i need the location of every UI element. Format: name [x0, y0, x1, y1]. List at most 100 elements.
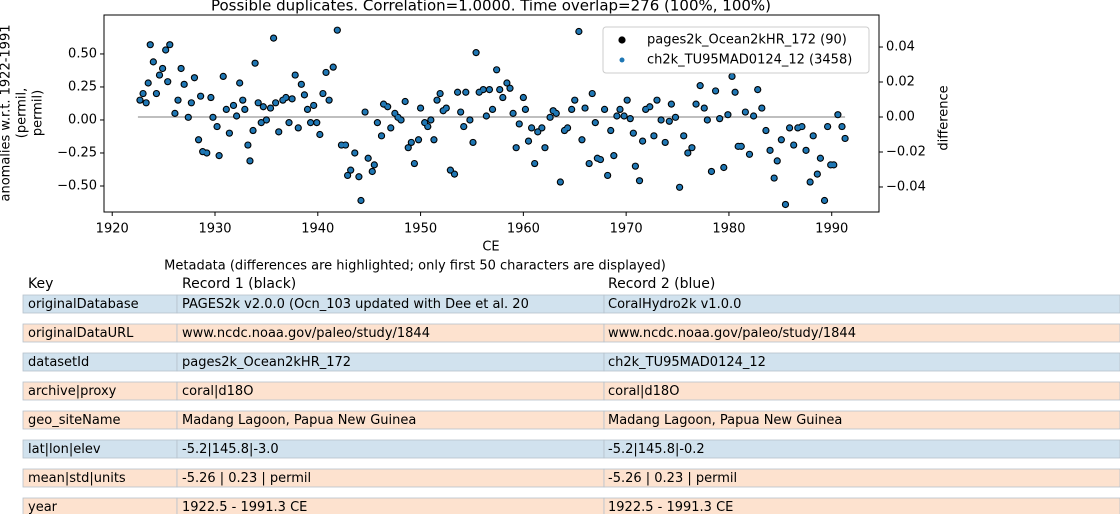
table-cell-text: Madang Lagoon, Papua New Guinea — [608, 413, 842, 428]
data-point — [314, 120, 320, 126]
data-point — [431, 137, 437, 143]
data-point — [473, 50, 479, 56]
data-point — [589, 91, 595, 97]
data-point — [738, 143, 744, 149]
data-point — [835, 112, 841, 118]
data-point — [242, 106, 248, 112]
data-point — [842, 135, 848, 141]
table-cell-text: mean|std|units — [28, 471, 126, 486]
y2-axis-label: difference — [937, 85, 952, 150]
data-point — [334, 27, 340, 33]
data-point — [434, 97, 440, 103]
y-tick-label: −0.25 — [57, 145, 97, 160]
data-point — [181, 81, 187, 87]
table-cell — [603, 468, 1120, 488]
data-point — [526, 138, 532, 144]
data-point — [247, 158, 253, 164]
data-point — [565, 125, 571, 131]
legend-label: pages2k_Ocean2kHR_172 (90) — [647, 33, 847, 48]
data-point — [654, 97, 660, 103]
data-point — [381, 101, 387, 107]
data-point — [486, 87, 492, 93]
data-point — [774, 158, 780, 164]
x-tick-label: 1970 — [610, 222, 643, 237]
data-point — [358, 198, 364, 204]
data-point — [643, 106, 649, 112]
chart-title: Possible duplicates. Correlation=1.0000.… — [211, 0, 771, 15]
table-cell-text: 1922.5 - 1991.3 CE — [182, 500, 307, 514]
data-point — [510, 110, 516, 116]
data-point — [237, 80, 243, 86]
data-point — [345, 172, 351, 178]
data-point — [787, 125, 793, 131]
data-point — [522, 106, 528, 112]
data-point — [617, 106, 623, 112]
data-point — [263, 117, 269, 123]
data-point — [608, 128, 614, 134]
data-point — [369, 168, 375, 174]
y2-tick-label: −0.04 — [886, 179, 926, 194]
data-point — [451, 171, 457, 177]
data-point — [825, 124, 831, 130]
data-point — [592, 120, 598, 126]
data-point — [759, 105, 765, 111]
data-point — [330, 64, 336, 70]
data-point — [392, 110, 398, 116]
data-point — [305, 106, 311, 112]
data-point — [188, 100, 194, 106]
data-point — [172, 110, 178, 116]
data-point — [658, 117, 664, 123]
data-point — [163, 47, 169, 53]
data-point — [405, 145, 411, 151]
data-point — [732, 89, 738, 95]
data-point — [145, 80, 151, 86]
data-point — [343, 142, 349, 148]
data-point — [791, 142, 797, 148]
data-point — [640, 138, 646, 144]
table-cell — [603, 439, 1120, 459]
data-point — [352, 150, 358, 156]
data-point — [374, 120, 380, 126]
table-cell-text: pages2k_Ocean2kHR_172 — [182, 355, 351, 370]
y-tick-label: −0.50 — [57, 178, 97, 193]
data-point — [817, 155, 823, 161]
table-cell-text: -5.26 | 0.23 | permil — [182, 471, 311, 486]
data-point — [178, 65, 184, 71]
x-tick-label: 1950 — [404, 222, 437, 237]
data-point — [416, 137, 422, 143]
data-point — [455, 89, 461, 95]
table-cell-text: lat|lon|elev — [28, 442, 101, 457]
data-point — [839, 124, 845, 130]
data-point — [553, 110, 559, 116]
data-point — [276, 129, 282, 135]
data-point — [463, 89, 469, 95]
data-point — [443, 105, 449, 111]
table-cell-text: year — [28, 500, 58, 514]
x-tick-label: 1940 — [301, 222, 334, 237]
table-cell-text: coral|d18O — [608, 384, 679, 399]
table-cell-text: www.ncdc.noaa.gov/paleo/study/1844 — [608, 326, 856, 341]
data-point — [586, 161, 592, 167]
data-point — [198, 93, 204, 99]
data-point — [140, 91, 146, 97]
data-point — [497, 87, 503, 93]
table-cell — [603, 352, 1120, 372]
data-point — [268, 105, 274, 111]
data-point — [677, 184, 683, 190]
data-point — [467, 117, 473, 123]
data-point — [385, 104, 391, 110]
data-point — [630, 130, 636, 136]
data-point — [398, 117, 404, 123]
data-point — [662, 139, 668, 145]
table-caption: Metadata (differences are highlighted; o… — [164, 259, 666, 274]
table-cell — [603, 294, 1120, 314]
table-cell-text: geo_siteName — [28, 413, 121, 428]
data-point — [795, 125, 801, 131]
x-axis-label: CE — [482, 240, 499, 255]
data-point — [200, 149, 206, 155]
data-point — [721, 165, 727, 171]
table-cell-text: CoralHydro2k v1.0.0 — [608, 297, 741, 312]
data-point — [317, 131, 323, 137]
legend-marker — [619, 57, 625, 63]
